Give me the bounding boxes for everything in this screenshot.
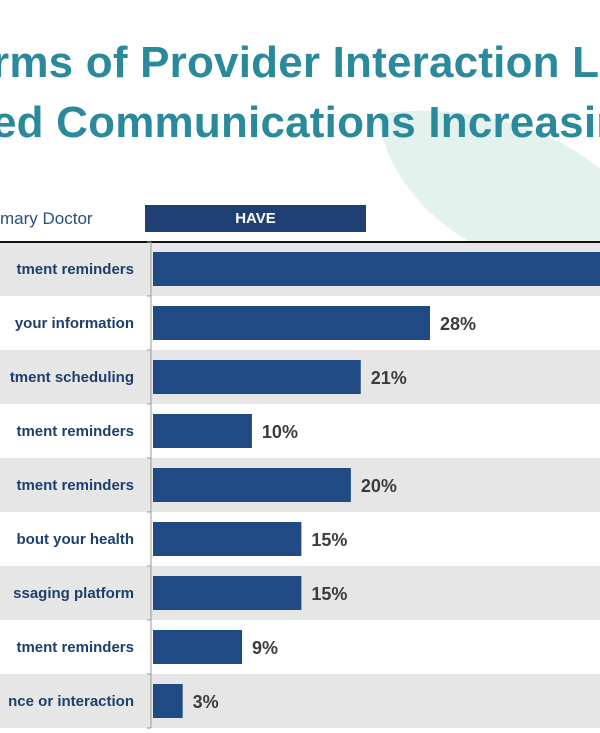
labels-layer: tment reminders your information 28% tment … [8, 261, 476, 712]
row-shade-8 [0, 674, 600, 728]
category-label-0: tment reminders [16, 261, 134, 278]
subgroup-label: mary Doctor [0, 209, 93, 228]
axis-layer [0, 241, 600, 729]
value-label-5: 15% [311, 530, 347, 550]
category-label-3: tment reminders [16, 423, 134, 440]
bar-5 [153, 522, 302, 556]
value-label-7: 9% [252, 638, 278, 658]
category-label-2: tment scheduling [10, 369, 134, 386]
chart-title-line-1: rms of Provider Interaction L [0, 38, 600, 87]
value-label-4: 20% [361, 476, 397, 496]
chart-title-line-2: ed Communications Increasin [0, 98, 600, 147]
category-label-6: ssaging platform [13, 585, 134, 602]
category-label-5: bout your health [17, 531, 135, 548]
bars-layer [153, 252, 600, 718]
value-label-2: 21% [371, 368, 407, 388]
category-label-7: tment reminders [16, 639, 134, 656]
bar-7 [153, 630, 243, 664]
value-label-1: 28% [440, 314, 476, 334]
category-label-4: tment reminders [16, 477, 134, 494]
value-label-8: 3% [193, 692, 219, 712]
bar-2 [153, 360, 361, 394]
category-label-8: nce or interaction [8, 693, 134, 710]
bar-6 [153, 576, 302, 610]
bar-8 [153, 684, 183, 718]
bar-3 [153, 414, 252, 448]
value-label-6: 15% [311, 584, 347, 604]
bar-0 [153, 252, 600, 286]
bar-1 [153, 306, 430, 340]
category-label-1: your information [15, 315, 134, 332]
bar-4 [153, 468, 351, 502]
value-label-3: 10% [262, 422, 298, 442]
column-header-have: HAVE [145, 205, 366, 232]
